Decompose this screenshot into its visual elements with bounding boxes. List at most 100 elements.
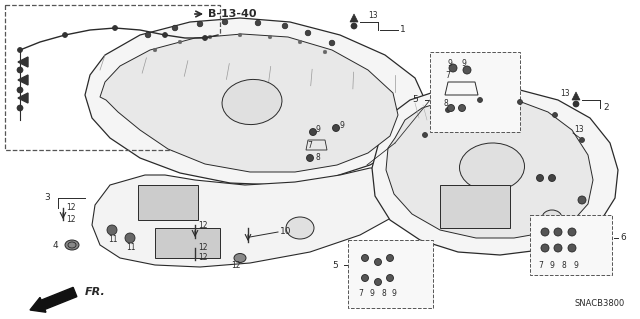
Circle shape (579, 137, 584, 143)
Bar (530, 215, 612, 275)
Circle shape (197, 21, 203, 27)
Circle shape (541, 228, 549, 236)
Text: 1: 1 (400, 26, 406, 34)
Circle shape (548, 174, 556, 182)
Circle shape (202, 35, 207, 41)
Text: 2: 2 (603, 103, 609, 113)
Circle shape (568, 228, 576, 236)
Text: 12: 12 (66, 204, 76, 212)
Circle shape (268, 35, 272, 39)
Polygon shape (386, 97, 593, 238)
Circle shape (573, 101, 579, 107)
Text: 13: 13 (574, 125, 584, 135)
Text: 9: 9 (316, 124, 321, 133)
Circle shape (568, 244, 576, 252)
Circle shape (125, 233, 135, 243)
Text: 9: 9 (448, 58, 453, 68)
Circle shape (17, 48, 22, 53)
Circle shape (17, 87, 23, 93)
Text: 9: 9 (340, 121, 345, 130)
Circle shape (310, 129, 317, 136)
Circle shape (362, 255, 369, 262)
Text: 9: 9 (550, 261, 555, 270)
Circle shape (447, 105, 454, 112)
Text: 6: 6 (620, 234, 626, 242)
Text: 13: 13 (560, 88, 570, 98)
Text: 8: 8 (562, 261, 567, 270)
Circle shape (222, 19, 228, 25)
Polygon shape (18, 93, 28, 103)
Text: 3: 3 (44, 194, 50, 203)
Ellipse shape (286, 217, 314, 239)
Text: 12: 12 (198, 254, 207, 263)
Circle shape (518, 100, 522, 105)
Circle shape (323, 50, 327, 54)
Circle shape (178, 40, 182, 44)
Polygon shape (138, 185, 198, 220)
Text: 4: 4 (52, 241, 58, 249)
Circle shape (107, 225, 117, 235)
Bar (348, 240, 433, 308)
Circle shape (449, 64, 457, 72)
Circle shape (307, 154, 314, 161)
Circle shape (333, 124, 339, 131)
Circle shape (17, 67, 23, 73)
Circle shape (17, 105, 23, 111)
Text: 12: 12 (231, 262, 241, 271)
Circle shape (153, 48, 157, 52)
Circle shape (208, 35, 212, 39)
Circle shape (255, 20, 261, 26)
Circle shape (422, 132, 428, 137)
Text: 5: 5 (412, 95, 418, 105)
Bar (430, 52, 520, 132)
Text: 7: 7 (445, 71, 450, 80)
Circle shape (387, 255, 394, 262)
Ellipse shape (234, 254, 246, 263)
Text: 12: 12 (66, 216, 76, 225)
Polygon shape (100, 34, 398, 172)
Circle shape (541, 244, 549, 252)
Text: 9: 9 (392, 288, 397, 298)
Ellipse shape (460, 143, 525, 191)
Text: 12: 12 (198, 243, 207, 253)
Circle shape (163, 33, 168, 38)
Circle shape (63, 33, 67, 38)
Circle shape (298, 40, 302, 44)
Text: 9: 9 (462, 58, 467, 68)
Polygon shape (572, 92, 580, 100)
FancyArrow shape (30, 287, 77, 312)
Text: FR.: FR. (85, 287, 106, 297)
Polygon shape (18, 57, 28, 67)
Circle shape (536, 174, 543, 182)
Circle shape (477, 98, 483, 102)
Text: 7: 7 (538, 261, 543, 270)
Circle shape (463, 66, 471, 74)
Polygon shape (85, 18, 425, 185)
Circle shape (374, 278, 381, 286)
Text: SNACB3800: SNACB3800 (575, 299, 625, 308)
Polygon shape (92, 168, 420, 267)
Text: 9: 9 (574, 261, 579, 270)
Circle shape (458, 105, 465, 112)
Circle shape (351, 23, 357, 29)
Bar (5, 5, 220, 150)
Text: 12: 12 (198, 220, 207, 229)
Text: 5: 5 (332, 261, 338, 270)
Polygon shape (350, 14, 358, 22)
Circle shape (172, 25, 178, 31)
Circle shape (554, 228, 562, 236)
Circle shape (113, 26, 118, 31)
Ellipse shape (222, 79, 282, 124)
Text: 8: 8 (315, 153, 320, 162)
Text: 7: 7 (358, 288, 363, 298)
Circle shape (305, 30, 311, 36)
Circle shape (282, 23, 288, 29)
Circle shape (445, 108, 451, 113)
Ellipse shape (65, 240, 79, 250)
Text: 8: 8 (444, 100, 449, 108)
Ellipse shape (542, 210, 562, 226)
Polygon shape (372, 87, 618, 255)
Circle shape (552, 113, 557, 117)
Polygon shape (155, 228, 220, 258)
Circle shape (362, 275, 369, 281)
